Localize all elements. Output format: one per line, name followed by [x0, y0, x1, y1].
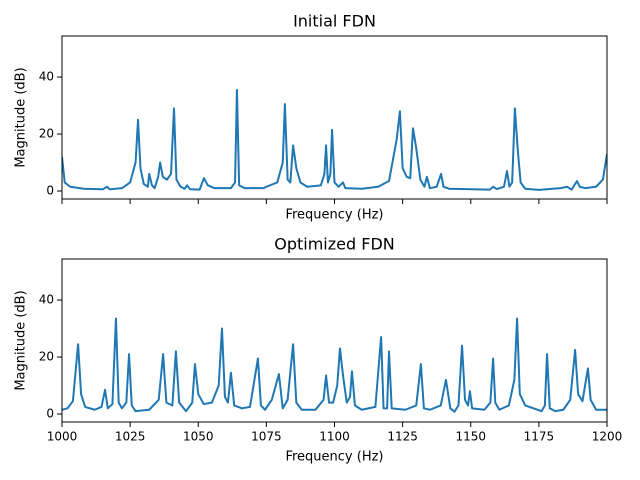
x-tick-label: 1000 [47, 430, 78, 444]
y-axis-label: Magnitude (dB) [14, 290, 29, 390]
y-axis-label: Magnitude (dB) [14, 67, 29, 167]
x-tick-label: 1125 [387, 430, 418, 444]
data-line [62, 88, 607, 191]
x-tick-label: 1150 [455, 430, 486, 444]
data-line [62, 317, 607, 413]
x-axis-label: Frequency (Hz) [285, 450, 383, 465]
x-tick-label: 1175 [524, 430, 555, 444]
y-tick-label: 0 [46, 184, 54, 198]
y-tick-label: 20 [39, 127, 54, 141]
y-tick-label: 40 [39, 70, 54, 84]
axes-title: Optimized FDN [274, 235, 394, 254]
y-tick-label: 40 [39, 293, 54, 307]
x-tick-label: 1075 [251, 430, 282, 444]
x-tick-label: 1025 [115, 430, 146, 444]
x-tick-label: 1050 [183, 430, 214, 444]
y-tick-label: 0 [46, 407, 54, 421]
axes-title: Initial FDN [293, 12, 376, 31]
x-tick-label: 1100 [319, 430, 350, 444]
x-axis-label: Frequency (Hz) [285, 208, 383, 223]
x-tick-label: 1200 [592, 430, 623, 444]
plot-area [62, 88, 607, 191]
y-tick-label: 20 [39, 350, 54, 364]
plot-area [62, 317, 607, 413]
